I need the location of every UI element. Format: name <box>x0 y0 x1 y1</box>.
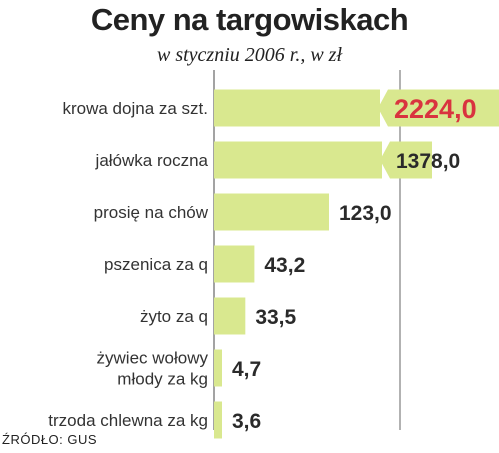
bar <box>214 297 246 335</box>
bar <box>214 89 380 127</box>
data-label: 123,0 <box>339 202 392 225</box>
category-label: prosię na chów <box>94 203 209 222</box>
category-label: pszenica za q <box>104 255 208 274</box>
bar <box>214 193 329 231</box>
bar <box>214 245 255 283</box>
data-label: 4,7 <box>232 358 261 381</box>
data-label: 2224,0 <box>394 94 477 124</box>
chart-title: Ceny na targowiskach <box>90 2 409 37</box>
source-note: ŹRÓDŁO: GUS <box>2 432 98 447</box>
bar-continuation <box>378 89 499 127</box>
bar <box>214 349 222 387</box>
category-label: jałówka roczna <box>95 151 209 170</box>
data-label: 33,5 <box>255 306 296 329</box>
bar <box>214 141 382 179</box>
bar <box>214 401 222 439</box>
category-label: krowa dojna za szt. <box>62 99 208 118</box>
data-label: 3,6 <box>232 410 261 433</box>
category-label: trzoda chlewna za kg <box>48 411 208 430</box>
category-label: żywiec wołowy młody za kg <box>97 349 209 389</box>
chart-subtitle: w styczniu 2006 r., w zł <box>156 44 343 66</box>
data-label: 1378,0 <box>396 150 460 173</box>
bar-continuation <box>380 141 432 179</box>
category-label: żyto za q <box>140 307 208 326</box>
data-label: 43,2 <box>264 254 305 277</box>
